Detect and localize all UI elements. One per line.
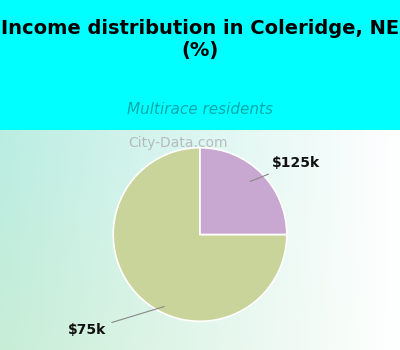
Wedge shape [113,148,287,321]
Text: $75k: $75k [68,307,164,337]
Text: Multirace residents: Multirace residents [127,102,273,117]
Wedge shape [200,148,287,234]
Text: Income distribution in Coleridge, NE
(%): Income distribution in Coleridge, NE (%) [1,19,399,61]
Text: City-Data.com: City-Data.com [128,136,228,150]
Text: $125k: $125k [250,156,320,181]
